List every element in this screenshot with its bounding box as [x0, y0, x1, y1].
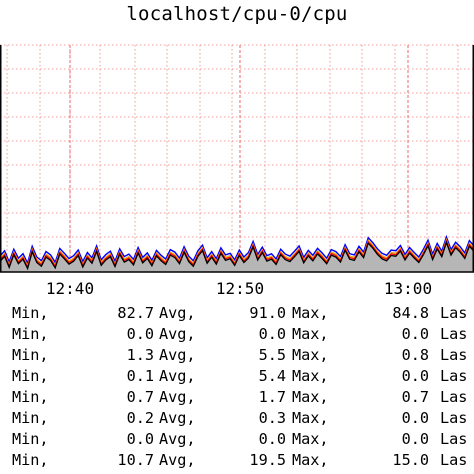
- legend-avg-label: Avg,: [159, 430, 196, 448]
- legend-max-value: 84.8: [392, 304, 429, 322]
- legend-avg-value: 0.0: [258, 325, 286, 343]
- legend-last-label: Las: [440, 451, 468, 469]
- legend-row: Min, 0.7 Avg, 1.7 Max, 0.7 Las: [0, 388, 474, 408]
- legend-last-label: Las: [440, 304, 468, 322]
- legend-avg-label: Avg,: [159, 388, 196, 406]
- legend-avg-value: 1.7: [258, 388, 286, 406]
- legend-min-label: Min,: [12, 346, 49, 364]
- legend-avg-label: Avg,: [159, 346, 196, 364]
- legend-row: Min, 10.7 Avg, 19.5 Max, 15.0 Las: [0, 451, 474, 471]
- legend-row: Min, 0.2 Avg, 0.3 Max, 0.0 Las: [0, 409, 474, 429]
- legend-avg-label: Avg,: [159, 304, 196, 322]
- legend-last-label: Las: [440, 388, 468, 406]
- legend-min-value: 0.7: [126, 388, 154, 406]
- legend-max-value: 0.0: [401, 430, 429, 448]
- x-tick-label: 12:40: [46, 279, 94, 298]
- legend-row: Min, 0.0 Avg, 0.0 Max, 0.0 Las: [0, 325, 474, 345]
- legend-max-label: Max,: [292, 304, 329, 322]
- legend-min-value: 0.2: [126, 409, 154, 427]
- legend-max-value: 0.0: [401, 409, 429, 427]
- legend-max-label: Max,: [292, 451, 329, 469]
- legend-last-label: Las: [440, 409, 468, 427]
- legend-max-label: Max,: [292, 325, 329, 343]
- legend-min-value: 0.0: [126, 325, 154, 343]
- legend-avg-value: 19.5: [249, 451, 286, 469]
- series-area: [0, 234, 474, 272]
- legend-avg-label: Avg,: [159, 451, 196, 469]
- legend-avg-value: 5.4: [258, 367, 286, 385]
- legend-min-label: Min,: [12, 325, 49, 343]
- legend-avg-value: 91.0: [249, 304, 286, 322]
- chart-title: localhost/cpu-0/cpu: [126, 3, 348, 25]
- legend-min-label: Min,: [12, 367, 49, 385]
- legend-row: Min, 82.7 Avg, 91.0 Max, 84.8 Las: [0, 304, 474, 324]
- legend-row: Min, 1.3 Avg, 5.5 Max, 0.8 Las: [0, 346, 474, 366]
- axis: [0, 45, 474, 273]
- cpu-graph: 12:40 12:50 13:00: [0, 44, 474, 298]
- legend-row: Min, 0.1 Avg, 5.4 Max, 0.0 Las: [0, 367, 474, 387]
- legend-avg-value: 0.3: [258, 409, 286, 427]
- legend-max-value: 0.0: [401, 325, 429, 343]
- legend-avg-label: Avg,: [159, 409, 196, 427]
- legend-last-label: Las: [440, 430, 468, 448]
- legend-max-value: 0.7: [401, 388, 429, 406]
- legend-max-label: Max,: [292, 346, 329, 364]
- legend-max-value: 15.0: [392, 451, 429, 469]
- legend-min-value: 82.7: [117, 304, 154, 322]
- legend-max-label: Max,: [292, 388, 329, 406]
- legend-max-value: 0.0: [401, 367, 429, 385]
- grid-lines: [0, 44, 474, 272]
- legend-min-label: Min,: [12, 409, 49, 427]
- legend-avg-value: 0.0: [258, 430, 286, 448]
- legend-min-label: Min,: [12, 451, 49, 469]
- legend-max-label: Max,: [292, 409, 329, 427]
- legend-avg-label: Avg,: [159, 367, 196, 385]
- series-line-blue: [0, 234, 474, 266]
- legend-max-label: Max,: [292, 367, 329, 385]
- legend-last-label: Las: [440, 367, 468, 385]
- legend-row: Min, 0.0 Avg, 0.0 Max, 0.0 Las: [0, 430, 474, 450]
- legend-min-value: 0.1: [126, 367, 154, 385]
- legend-avg-label: Avg,: [159, 325, 196, 343]
- legend-min-label: Min,: [12, 388, 49, 406]
- legend-last-label: Las: [440, 325, 468, 343]
- legend-min-label: Min,: [12, 304, 49, 322]
- series-line-black: [0, 240, 474, 271]
- legend-min-value: 1.3: [126, 346, 154, 364]
- legend-max-label: Max,: [292, 430, 329, 448]
- cpu-area-fill: [0, 238, 474, 272]
- x-tick-labels: 12:40 12:50 13:00: [46, 279, 432, 298]
- x-tick-label: 13:00: [384, 279, 432, 298]
- x-tick-label: 12:50: [216, 279, 264, 298]
- legend-avg-value: 5.5: [258, 346, 286, 364]
- legend-last-label: Las: [440, 346, 468, 364]
- legend-min-value: 0.0: [126, 430, 154, 448]
- legend-min-value: 10.7: [117, 451, 154, 469]
- legend-min-label: Min,: [12, 430, 49, 448]
- legend-max-value: 0.8: [401, 346, 429, 364]
